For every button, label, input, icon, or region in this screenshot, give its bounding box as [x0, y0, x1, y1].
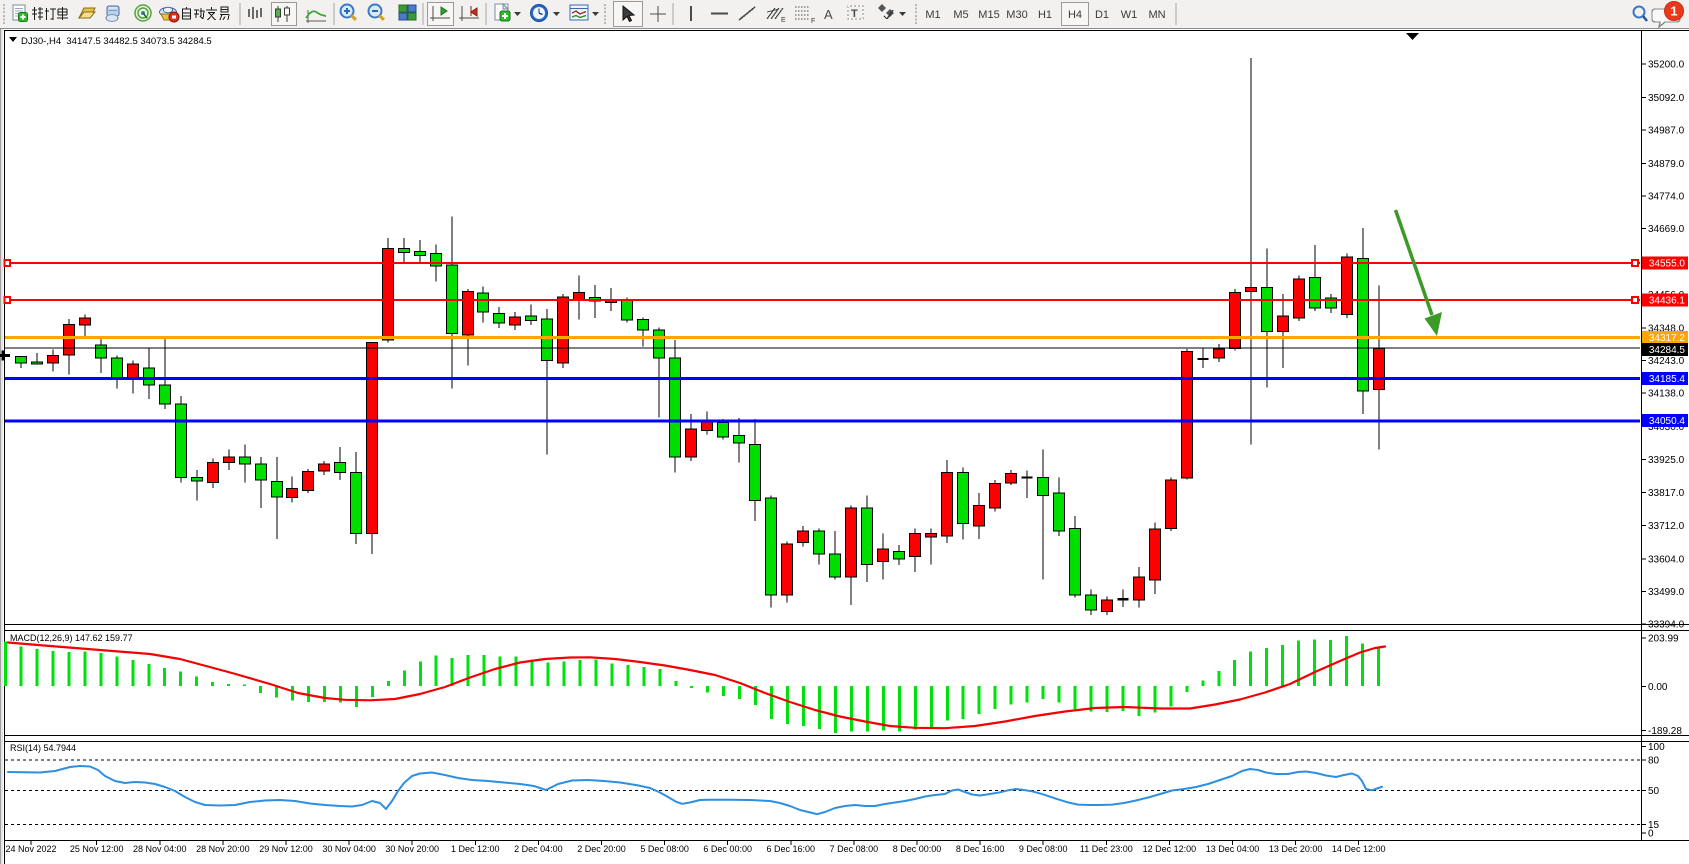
svg-text:T: T — [851, 8, 858, 20]
svg-text:RSI(14) 54.7944: RSI(14) 54.7944 — [10, 743, 76, 753]
svg-text:-189.28: -189.28 — [1648, 726, 1682, 737]
svg-text:34774.0: 34774.0 — [1648, 192, 1685, 203]
svg-text:34879.0: 34879.0 — [1648, 159, 1685, 170]
svg-text:33394.0: 33394.0 — [1648, 620, 1685, 631]
svg-text:50: 50 — [1648, 786, 1660, 797]
svg-text:100: 100 — [1648, 742, 1665, 753]
svg-text:35092.0: 35092.0 — [1648, 93, 1685, 104]
svg-text:2 Dec 04:00: 2 Dec 04:00 — [514, 844, 563, 854]
svg-text:H4: H4 — [1068, 9, 1082, 21]
svg-text:6 Dec 16:00: 6 Dec 16:00 — [767, 844, 816, 854]
svg-text:H1: H1 — [1038, 9, 1052, 21]
svg-text:0.00: 0.00 — [1648, 682, 1668, 693]
svg-text:24 Nov 2022: 24 Nov 2022 — [5, 844, 56, 854]
svg-text:34317.2: 34317.2 — [1649, 333, 1686, 344]
svg-text:13 Dec 04:00: 13 Dec 04:00 — [1206, 844, 1260, 854]
svg-text:34348.0: 34348.0 — [1648, 324, 1685, 335]
svg-text:M15: M15 — [978, 9, 999, 21]
svg-text:8 Dec 16:00: 8 Dec 16:00 — [956, 844, 1005, 854]
svg-text:25 Nov 12:00: 25 Nov 12:00 — [70, 844, 124, 854]
svg-text:D1: D1 — [1095, 9, 1109, 21]
svg-text:34030.0: 34030.0 — [1648, 422, 1685, 433]
svg-text:34243.0: 34243.0 — [1648, 356, 1685, 367]
svg-text:34050.4: 34050.4 — [1649, 416, 1686, 427]
svg-text:30 Nov 04:00: 30 Nov 04:00 — [322, 844, 376, 854]
svg-text:2 Dec 20:00: 2 Dec 20:00 — [577, 844, 626, 854]
svg-text:33604.0: 33604.0 — [1648, 554, 1685, 565]
svg-text:34987.0: 34987.0 — [1648, 126, 1685, 137]
svg-text:0: 0 — [1648, 829, 1654, 840]
svg-text:203.99: 203.99 — [1648, 634, 1679, 645]
svg-text:33925.0: 33925.0 — [1648, 455, 1685, 466]
svg-text:12 Dec 12:00: 12 Dec 12:00 — [1143, 844, 1197, 854]
svg-text:W1: W1 — [1121, 9, 1138, 21]
svg-text:5 Dec 08:00: 5 Dec 08:00 — [640, 844, 689, 854]
svg-text:11 Dec 23:00: 11 Dec 23:00 — [1080, 844, 1133, 854]
svg-text:34138.0: 34138.0 — [1648, 389, 1685, 400]
svg-text:M5: M5 — [953, 9, 968, 21]
svg-text:28 Nov 20:00: 28 Nov 20:00 — [196, 844, 250, 854]
svg-text:13 Dec 20:00: 13 Dec 20:00 — [1269, 844, 1323, 854]
svg-text:1 Dec 12:00: 1 Dec 12:00 — [451, 844, 500, 854]
svg-text:8 Dec 00:00: 8 Dec 00:00 — [893, 844, 942, 854]
svg-text:34284.5: 34284.5 — [1649, 345, 1686, 356]
svg-text:A: A — [824, 7, 833, 22]
svg-text:15: 15 — [1648, 820, 1660, 831]
svg-text:14 Dec 12:00: 14 Dec 12:00 — [1332, 844, 1386, 854]
svg-text:34555.0: 34555.0 — [1649, 259, 1686, 270]
svg-text:34669.0: 34669.0 — [1648, 224, 1685, 235]
svg-text:9 Dec 08:00: 9 Dec 08:00 — [1019, 844, 1068, 854]
svg-text:34436.1: 34436.1 — [1649, 296, 1686, 307]
svg-text:6 Dec 00:00: 6 Dec 00:00 — [703, 844, 752, 854]
svg-text:7 Dec 08:00: 7 Dec 08:00 — [830, 844, 879, 854]
svg-text:30 Nov 20:00: 30 Nov 20:00 — [385, 844, 439, 854]
svg-text:29 Nov 12:00: 29 Nov 12:00 — [259, 844, 313, 854]
svg-text:35200.0: 35200.0 — [1648, 60, 1685, 71]
svg-text:E: E — [781, 17, 786, 24]
svg-text:M30: M30 — [1006, 9, 1027, 21]
svg-text:80: 80 — [1648, 756, 1660, 767]
svg-text:34185.4: 34185.4 — [1649, 374, 1686, 385]
svg-text:1: 1 — [1670, 4, 1677, 19]
svg-text:F: F — [811, 18, 815, 25]
svg-text:MN: MN — [1148, 9, 1165, 21]
svg-text:33712.0: 33712.0 — [1648, 521, 1685, 532]
svg-text:M1: M1 — [925, 9, 940, 21]
svg-text:DJ30-,H4 34147.5 34482.5 3407: DJ30-,H4 34147.5 34482.5 34073.5 34284.5 — [21, 36, 212, 47]
svg-text:28 Nov 04:00: 28 Nov 04:00 — [133, 844, 187, 854]
svg-text:33499.0: 33499.0 — [1648, 587, 1685, 598]
svg-text:33817.0: 33817.0 — [1648, 488, 1685, 499]
svg-text:MACD(12,26,9) 147.62 159.77: MACD(12,26,9) 147.62 159.77 — [10, 633, 133, 643]
